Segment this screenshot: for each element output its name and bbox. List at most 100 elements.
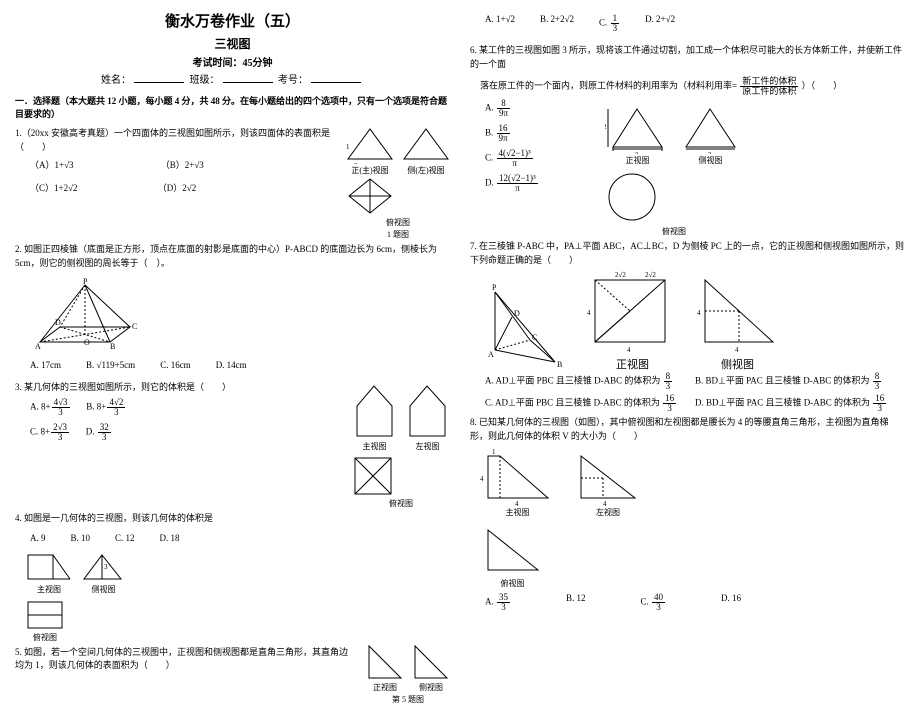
q5b-optD: D. 2+√2 bbox=[645, 14, 675, 33]
q7-side-label: 侧视图 bbox=[695, 356, 780, 372]
name-label: 姓名： bbox=[101, 75, 131, 86]
q2-options: A. 17cm B. √119+5cm C. 16cm D. 14cm bbox=[30, 360, 450, 374]
exam-no-label: 考号： bbox=[278, 75, 308, 86]
q4-stem: 4. 如图是一几何体的三视图，则该几何体的体积是 bbox=[15, 512, 450, 526]
q7-optC: C. AD⊥平面 PBC 且三棱锥 D-ABC 的体积为 163 bbox=[485, 394, 695, 413]
q5-row: 5. 如图，若一个空间几何体的三视图中，正视图和侧视图都是直角三角形，其直角边均… bbox=[15, 643, 450, 705]
q8-side-label: 左视图 bbox=[573, 507, 643, 518]
q4-top-fig: 俯视图 bbox=[25, 599, 450, 643]
q1-top-svg bbox=[346, 176, 394, 216]
q6-front-label: 正视图 bbox=[605, 155, 670, 166]
q1-front-svg: 2 1 bbox=[346, 124, 394, 164]
class-blank bbox=[223, 82, 273, 83]
svg-text:4: 4 bbox=[627, 346, 631, 354]
q6-figure: 2 2 正视图 2 侧视图 俯视图 bbox=[605, 99, 743, 237]
q5-caption: 第 5 题图 bbox=[366, 694, 450, 705]
svg-text:O: O bbox=[84, 338, 90, 347]
svg-text:3: 3 bbox=[37, 582, 41, 583]
q2-optC: C. 16cm bbox=[160, 360, 191, 370]
svg-text:D: D bbox=[55, 318, 61, 327]
q3-side-svg bbox=[405, 378, 450, 440]
svg-text:4: 4 bbox=[515, 500, 519, 506]
svg-text:4: 4 bbox=[480, 475, 484, 483]
section-heading: 一．选择题（本大题共 12 小题，每小题 4 分，共 48 分。在每小题给出的四… bbox=[15, 94, 450, 120]
q7-optB: B. BD⊥平面 PAC 且三棱锥 D-ABC 的体积为 83 bbox=[695, 372, 905, 391]
q2-optA: A. 17cm bbox=[30, 360, 61, 370]
svg-text:B: B bbox=[557, 360, 562, 369]
q4-optB: B. 10 bbox=[71, 533, 91, 543]
svg-text:2√2: 2√2 bbox=[615, 271, 626, 279]
main-title: 衡水万卷作业（五） bbox=[15, 10, 450, 31]
q4-top-label: 俯视图 bbox=[25, 632, 65, 643]
left-column: 衡水万卷作业（五） 三视图 考试时间：45分钟 姓名： 班级： 考号： 一．选择… bbox=[15, 10, 450, 705]
svg-text:4: 4 bbox=[697, 309, 701, 317]
exam-time: 考试时间：45分钟 bbox=[15, 54, 450, 69]
q2-figure: P A B C D O bbox=[25, 277, 450, 352]
q5b-optC: C. 13 bbox=[599, 14, 620, 33]
q1-side-label: 侧(左)视图 bbox=[402, 165, 450, 176]
q4-optC: C. 12 bbox=[115, 533, 135, 543]
svg-text:C: C bbox=[132, 322, 137, 331]
svg-text:1: 1 bbox=[492, 448, 496, 456]
svg-text:A: A bbox=[488, 350, 494, 359]
svg-text:2: 2 bbox=[635, 151, 639, 154]
q3-row: 3. 某几何体的三视图如图所示，则它的体积是（ ） A. 8+4√33 B. 8… bbox=[15, 378, 450, 509]
q8-top-fig: 俯视图 bbox=[480, 522, 905, 589]
q3-optC: C. 8+2√33 D. 323 bbox=[30, 423, 342, 442]
svg-text:2: 2 bbox=[89, 582, 93, 583]
q8-optC: C. 403 bbox=[641, 593, 667, 612]
q8-figure: 4 1 4 主视图 4 左视图 bbox=[480, 446, 905, 518]
q5-figure: 正视图 侧视图 第 5 题图 bbox=[366, 643, 450, 705]
q7-stem: 7. 在三棱锥 P-ABC 中，PA⊥平面 ABC，AC⊥BC，D 为侧棱 PC… bbox=[470, 240, 905, 267]
q7-optA: A. AD⊥平面 PBC 且三棱锥 D-ABC 的体积为 83 bbox=[485, 372, 695, 391]
q3-stem: 3. 某几何体的三视图如图所示，则它的体积是（ ） bbox=[15, 381, 342, 395]
svg-text:2: 2 bbox=[708, 151, 712, 154]
right-column: A. 1+√2 B. 2+2√2 C. 13 D. 2+√2 6. 某工件的三视… bbox=[470, 10, 905, 705]
q8-optA: A. 353 bbox=[485, 593, 511, 612]
q1-row: 1.（20xx 安徽高考真题）一个四面体的三视图如图所示，则该四面体的表面积是（… bbox=[15, 124, 450, 240]
q7-figure: P A B C D 2√22√2 4 4 正视图 bbox=[480, 270, 905, 372]
svg-text:B: B bbox=[110, 342, 115, 351]
q3-front-svg bbox=[352, 378, 397, 440]
svg-text:2: 2 bbox=[354, 162, 358, 164]
student-info-line: 姓名： 班级： 考号： bbox=[15, 71, 450, 86]
svg-text:3: 3 bbox=[104, 563, 108, 571]
q7-options: A. AD⊥平面 PBC 且三棱锥 D-ABC 的体积为 83 B. BD⊥平面… bbox=[485, 372, 905, 413]
subtitle: 三视图 bbox=[15, 35, 450, 52]
q3-front-label: 主视图 bbox=[352, 441, 397, 452]
q1-optC: （C）1+2√2 bbox=[30, 183, 78, 193]
q5b-optA: A. 1+√2 bbox=[485, 14, 515, 33]
q1-optB: （B）2+√3 bbox=[161, 160, 204, 170]
q8-optB: B. 12 bbox=[566, 593, 586, 612]
q6-side-label: 侧视图 bbox=[678, 155, 743, 166]
q3-top-label: 俯视图 bbox=[352, 498, 450, 509]
q3-figure: 主视图 左视图 俯视图 bbox=[352, 378, 450, 509]
svg-text:2√2: 2√2 bbox=[645, 271, 656, 279]
q6-optD: D. 12(√2−1)³π bbox=[485, 174, 595, 193]
svg-text:P: P bbox=[492, 283, 497, 292]
svg-text:4: 4 bbox=[735, 346, 739, 354]
q3-optA: A. 8+4√33 B. 8+4√23 bbox=[30, 398, 342, 417]
q4-figure: 31 主视图 223 侧视图 bbox=[25, 551, 450, 595]
q6-optA: A. 89π bbox=[485, 99, 595, 118]
q1-optD: （D）2√2 bbox=[158, 183, 196, 193]
svg-text:1: 1 bbox=[346, 143, 350, 151]
q2-optB: B. √119+5cm bbox=[86, 360, 135, 370]
svg-text:2: 2 bbox=[109, 582, 113, 583]
svg-text:D: D bbox=[514, 309, 520, 318]
svg-text:2: 2 bbox=[605, 123, 607, 131]
q6-optC: C. 4(√2−1)³π bbox=[485, 149, 595, 168]
svg-text:4: 4 bbox=[587, 309, 591, 317]
q4-optA: A. 9 bbox=[30, 533, 46, 543]
q5-stem: 5. 如图，若一个空间几何体的三视图中，正视图和侧视图都是直角三角形，其直角边均… bbox=[15, 646, 356, 673]
svg-text:4: 4 bbox=[603, 500, 607, 506]
q4-front-label: 主视图 bbox=[25, 584, 73, 595]
q8-options: A. 353 B. 12 C. 403 D. 16 bbox=[485, 593, 905, 616]
exam-no-blank bbox=[311, 82, 361, 83]
q1-front-label: 正(主)视图 bbox=[346, 165, 394, 176]
q8-front-label: 主视图 bbox=[480, 507, 555, 518]
q6-optB: B. 169π bbox=[485, 124, 595, 143]
q2-stem: 2. 如图正四棱锥（底面是正方形，顶点在底面的射影是底面的中心）P-ABCD 的… bbox=[15, 243, 450, 270]
q5b-optB: B. 2+2√2 bbox=[540, 14, 574, 33]
q8-optD: D. 16 bbox=[721, 593, 741, 612]
